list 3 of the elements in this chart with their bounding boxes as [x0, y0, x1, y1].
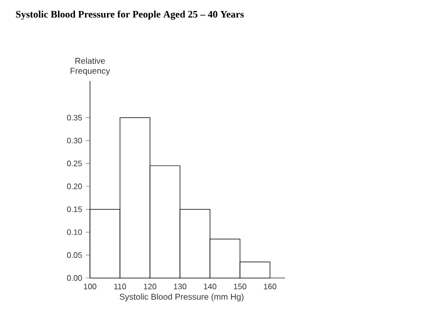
y-axis-title: Relative Frequency [70, 58, 110, 76]
chart-title: Systolic Blood Pressure for People Aged 25 – 40 Years [16, 10, 244, 20]
x-axis-title: Systolic Blood Pressure (mm Hg) [120, 294, 244, 302]
